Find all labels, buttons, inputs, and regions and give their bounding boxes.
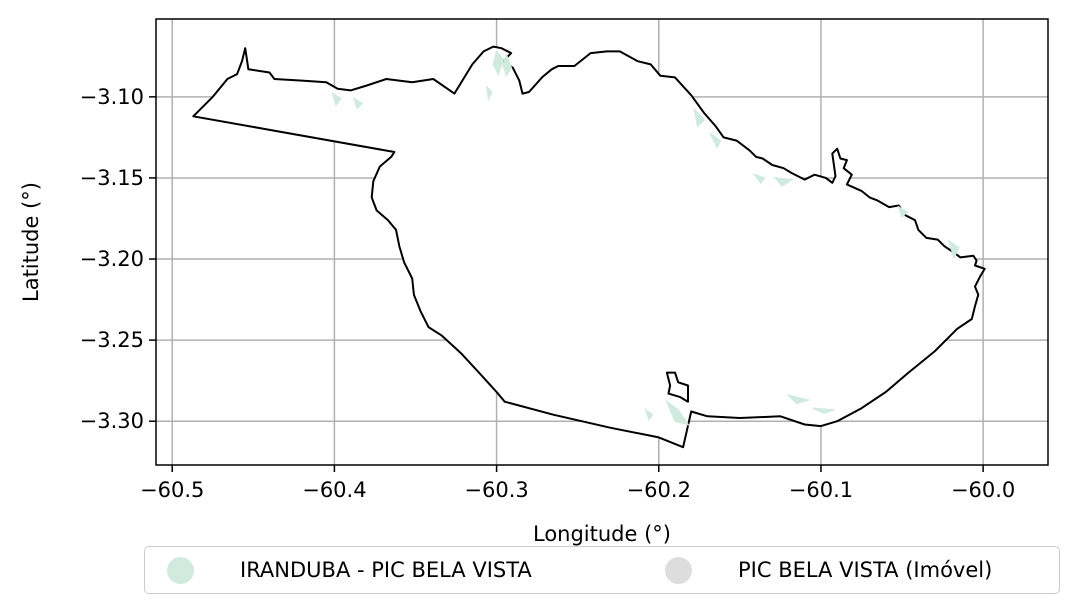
x-tick-label: −60.3 xyxy=(464,478,528,502)
x-tick-label: −60.5 xyxy=(140,478,204,502)
y-tick-label: −3.30 xyxy=(80,409,144,433)
x-tick-label: −60.2 xyxy=(627,478,691,502)
y-tick-label: −3.10 xyxy=(80,85,144,109)
x-tick-label: −60.4 xyxy=(302,478,366,502)
legend-label-iranduba: IRANDUBA - PIC BELA VISTA xyxy=(240,558,532,582)
y-axis-label: Latitude (°) xyxy=(19,182,43,302)
legend-item-iranduba: IRANDUBA - PIC BELA VISTA xyxy=(167,547,532,593)
x-tick-label: −60.0 xyxy=(951,478,1015,502)
legend-item-pic-bela-vista: PIC BELA VISTA (Imóvel) xyxy=(665,547,992,593)
y-tick-label: −3.20 xyxy=(80,247,144,271)
x-tick-label: −60.1 xyxy=(789,478,853,502)
boundary-layer xyxy=(193,47,984,448)
y-tick-label: −3.15 xyxy=(80,166,144,190)
legend-marker-iranduba xyxy=(167,557,194,584)
boundary-outline xyxy=(193,47,984,448)
legend-label-pic-bela-vista: PIC BELA VISTA (Imóvel) xyxy=(738,558,992,582)
y-tick-label: −3.25 xyxy=(80,328,144,352)
legend-marker-pic-bela-vista xyxy=(665,557,692,584)
legend: IRANDUBA - PIC BELA VISTA PIC BELA VISTA… xyxy=(144,546,1060,594)
x-axis-label: Longitude (°) xyxy=(533,522,671,546)
